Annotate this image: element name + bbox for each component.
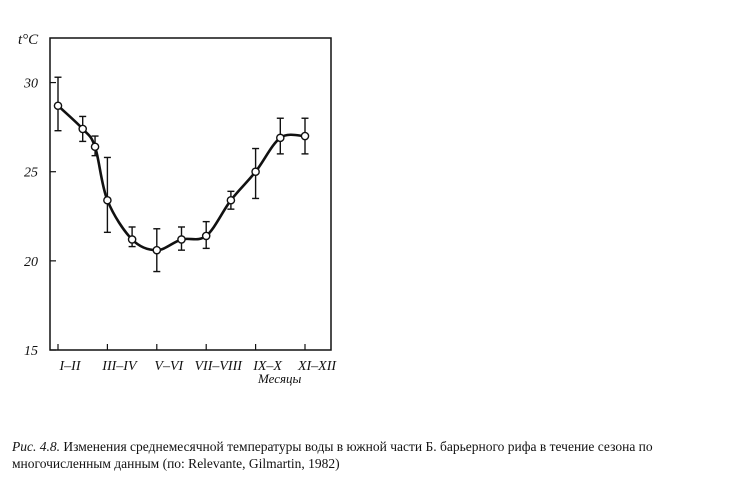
y-axis-label: t°C bbox=[18, 32, 39, 48]
y-tick-label: 25 bbox=[24, 166, 38, 181]
temperature-chart: 15 20 25 30 I–II III–IV V–VI VII–VIII IX–X XI–XI… bbox=[18, 32, 337, 386]
error-bar bbox=[103, 156, 111, 234]
x-tick-label: I–II bbox=[59, 359, 82, 374]
x-tick-label: VII–VIII bbox=[194, 359, 243, 374]
data-point bbox=[90, 142, 100, 152]
data-point bbox=[127, 235, 137, 244]
chart: 15 20 25 30 I–II III–IV V–VI VII–VIII IX–X XI–XI… bbox=[18, 32, 337, 386]
x-tick-label: IX–X bbox=[252, 359, 282, 374]
x-axis-label: Месяцы bbox=[257, 371, 302, 386]
data-point bbox=[226, 195, 236, 205]
data-point bbox=[251, 167, 260, 177]
data-point bbox=[275, 133, 285, 143]
data-point bbox=[152, 245, 162, 255]
data-point bbox=[103, 195, 112, 205]
x-tick-label: III–IV bbox=[101, 359, 138, 374]
data-point bbox=[78, 124, 87, 134]
plot-frame bbox=[49, 37, 332, 351]
data-point bbox=[300, 131, 310, 141]
data-point bbox=[53, 101, 63, 111]
figure-caption: Рис. 4.8. Изменения среднемесячной темпе… bbox=[12, 438, 742, 472]
data-point bbox=[177, 235, 186, 244]
caption-text: Изменения среднемесячной температуры вод… bbox=[12, 439, 653, 471]
y-tick-label: 15 bbox=[24, 344, 38, 359]
data-point bbox=[201, 231, 211, 241]
y-tick-label: 20 bbox=[24, 255, 38, 270]
y-tick-label: 30 bbox=[23, 77, 38, 92]
x-tick-label: V–VI bbox=[154, 359, 184, 374]
x-tick-label: XI–XII bbox=[297, 359, 337, 374]
caption-label: Рис. 4.8. bbox=[12, 439, 60, 454]
